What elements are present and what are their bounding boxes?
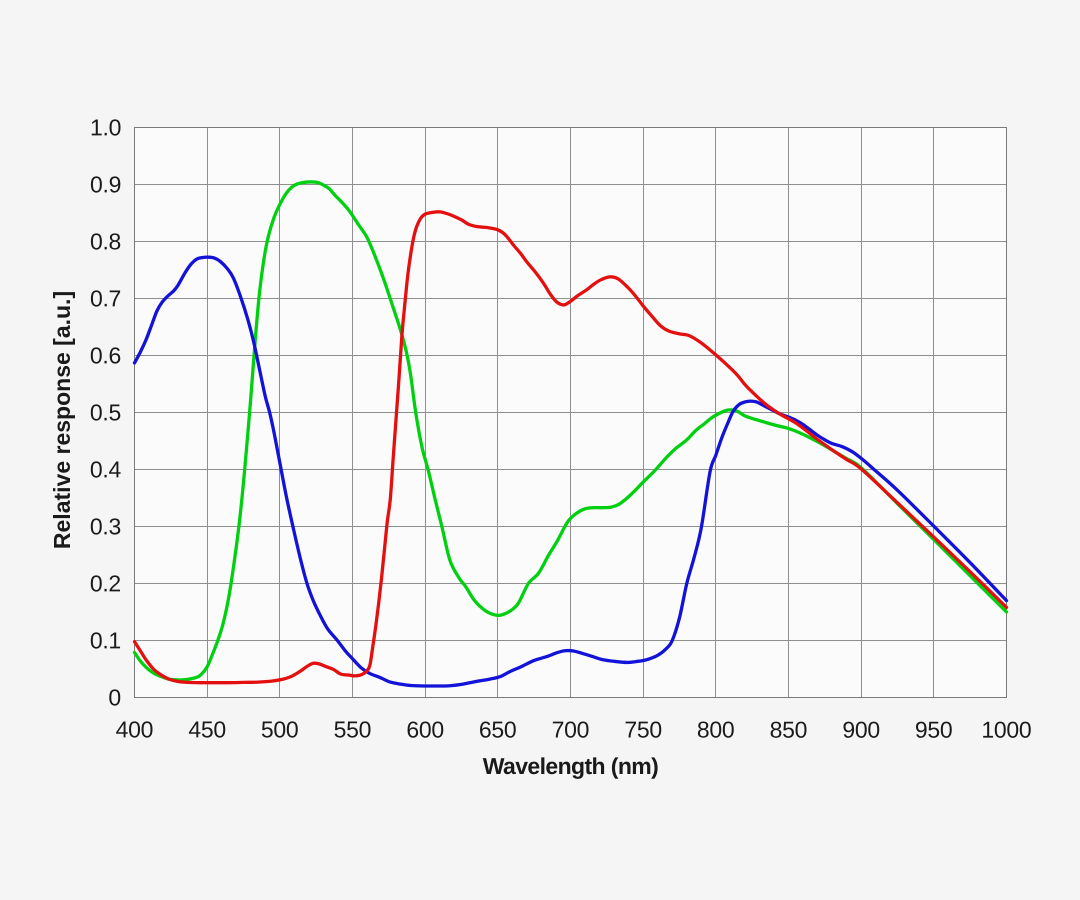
svg-text:0.7: 0.7 [90,285,121,311]
svg-text:0.6: 0.6 [90,342,121,368]
svg-text:0.4: 0.4 [90,456,122,482]
svg-text:0.8: 0.8 [90,228,121,254]
svg-text:0.5: 0.5 [90,399,121,425]
svg-text:0.9: 0.9 [90,171,121,197]
svg-text:450: 450 [188,716,225,742]
svg-text:0: 0 [108,684,121,710]
svg-text:1000: 1000 [981,717,1031,743]
svg-text:Wavelength (nm): Wavelength (nm) [483,753,658,779]
svg-text:1.0: 1.0 [90,114,121,140]
svg-text:400: 400 [116,716,153,742]
svg-text:700: 700 [552,716,589,742]
svg-text:0.3: 0.3 [90,513,121,539]
svg-text:650: 650 [479,716,516,742]
svg-text:0.1: 0.1 [90,627,121,653]
svg-text:950: 950 [915,717,952,743]
svg-text:Relative response [a.u.]: Relative response [a.u.] [49,291,75,549]
svg-text:0.2: 0.2 [90,570,121,596]
svg-text:500: 500 [261,716,298,742]
svg-text:550: 550 [334,716,371,742]
svg-text:600: 600 [406,716,443,742]
svg-text:900: 900 [842,717,879,743]
svg-text:850: 850 [770,717,807,743]
svg-text:750: 750 [624,717,661,743]
svg-text:800: 800 [697,717,734,743]
